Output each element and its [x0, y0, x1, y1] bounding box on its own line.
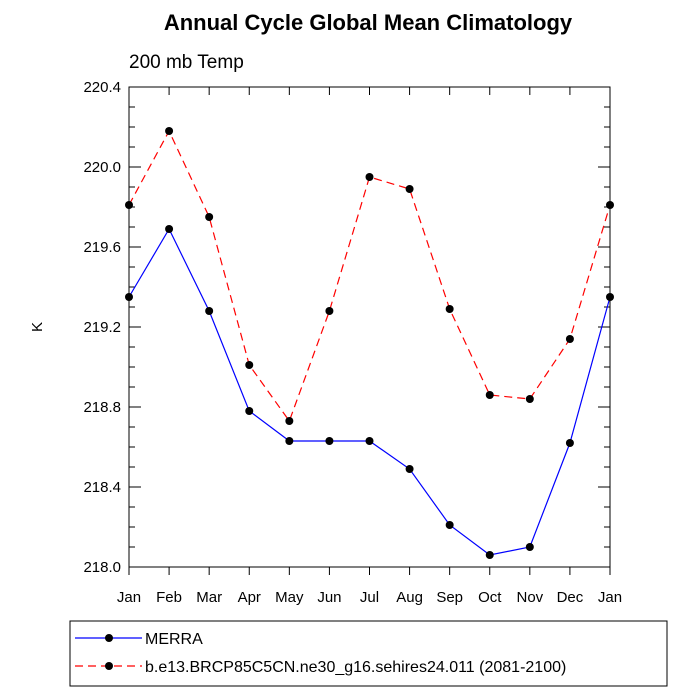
series-2-point [285, 417, 294, 425]
y-tick-label: 220.0 [83, 159, 121, 176]
series-2-point [485, 391, 494, 399]
y-tick-label: 219.2 [83, 319, 121, 336]
y-tick-label: 218.4 [83, 479, 121, 496]
x-tick-label: Feb [156, 589, 182, 606]
x-tick-label: Dec [557, 589, 584, 606]
series-1-point [565, 439, 574, 447]
series-1-point [205, 307, 214, 315]
x-tick-label: Apr [238, 589, 261, 606]
x-tick-label: May [275, 589, 304, 606]
x-tick-label: Aug [396, 589, 423, 606]
series-2-point [525, 395, 534, 403]
series-2-point [325, 307, 334, 315]
legend-label-1: MERRA [145, 631, 203, 648]
series-1-point [606, 293, 614, 301]
chart-title: Annual Cycle Global Mean Climatology [164, 10, 573, 35]
y-tick-label: 218.0 [83, 559, 121, 576]
y-axis-label: K [29, 322, 46, 332]
series-2-point [365, 173, 374, 181]
axis-ticks: 218.0 218.4 218.8 219.2 219.6 220.0 220.4 Jan Fe… [83, 79, 622, 606]
series-2-point [445, 305, 454, 313]
series-1-point [365, 437, 374, 445]
series-2-point [205, 213, 214, 221]
series-1-point [165, 225, 174, 233]
series-2-point [565, 335, 574, 343]
plot-frame [128, 86, 611, 568]
legend-marker-1 [105, 634, 113, 642]
series-line-1 [128, 227, 611, 556]
legend-box [69, 620, 668, 687]
y-tick-label: 218.8 [83, 399, 121, 416]
x-tick-label: Jul [360, 589, 379, 606]
series-layer [125, 127, 614, 559]
series-2-point [165, 127, 174, 135]
series-1-point [405, 465, 414, 473]
x-tick-label: Nov [516, 589, 543, 606]
chart-subtitle: 200 mb Temp [129, 52, 244, 73]
legend-label-2: b.e13.BRCP85C5CN.ne30_g16.sehires24.011 … [145, 659, 566, 676]
series-1-point [325, 437, 334, 445]
legend: MERRA b.e13.BRCP85C5CN.ne30_g16.sehires24… [69, 620, 668, 687]
series-1-point [445, 521, 454, 529]
series-1-point [485, 551, 494, 559]
series-2-point [405, 185, 414, 193]
x-tick-label: Mar [196, 589, 222, 606]
y-tick-label: 220.4 [83, 79, 121, 96]
series-2-point [125, 201, 133, 209]
series-1-point [525, 543, 534, 551]
y-tick-label: 219.6 [83, 239, 121, 256]
series-1-point [245, 407, 254, 415]
x-tick-label: Jun [317, 589, 341, 606]
x-tick-label: Jan [598, 589, 622, 606]
x-tick-label: Jan [117, 589, 141, 606]
series-1-point [125, 293, 133, 301]
series-2-point [245, 361, 254, 369]
series-2-point [606, 201, 614, 209]
series-1-point [285, 437, 294, 445]
x-tick-label: Oct [478, 589, 502, 606]
legend-marker-2 [105, 662, 113, 670]
x-tick-label: Sep [436, 589, 463, 606]
